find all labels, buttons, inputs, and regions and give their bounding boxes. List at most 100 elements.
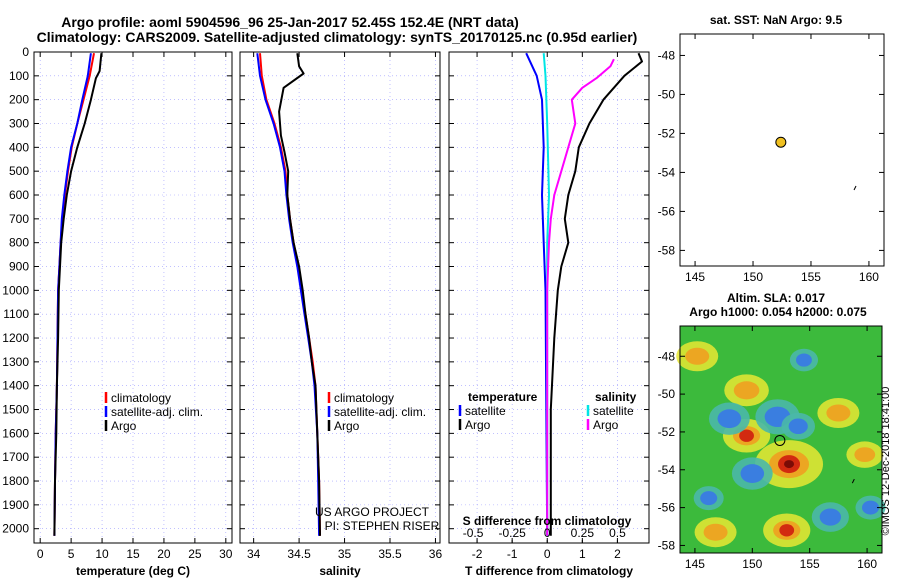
heatmap-warm-peak xyxy=(784,460,795,469)
heatmap-cool-core xyxy=(740,464,765,483)
depth-tick-label: 1800 xyxy=(2,474,29,488)
map-x-tick-label: 145 xyxy=(685,557,705,571)
argo-float-marker xyxy=(774,434,786,446)
argo-float-marker xyxy=(775,136,787,148)
heatmap-warm-band xyxy=(733,381,760,400)
legend-label: climatology xyxy=(111,391,171,405)
title-line-1: Argo profile: aoml 5904596_96 25-Jan-201… xyxy=(61,14,519,30)
x-tick-label: 35 xyxy=(338,547,352,561)
imos-credit: ©IMOS 12-Dec-2018 18:41:00 xyxy=(880,387,892,536)
map-x-tick-label: 160 xyxy=(859,270,879,284)
depth-tick-label: 1000 xyxy=(2,283,29,297)
series-line-satellite-adj-clim- xyxy=(53,53,92,536)
map-y-tick-label: -50 xyxy=(658,87,676,101)
series-line-climatology xyxy=(259,53,321,536)
salinity-panel: 34 34.5 35 35.5 36 salinity climatologysatelli… xyxy=(239,51,443,578)
credit-project: US ARGO PROJECT xyxy=(315,505,430,519)
title-line-2: Climatology: CARS2009. Satellite-adjuste… xyxy=(37,29,638,45)
sst-map-title: sat. SST: NaN Argo: 9.5 xyxy=(710,13,843,27)
secondary-x-tick-label: -0.25 xyxy=(498,526,526,540)
heatmap-warm-core xyxy=(739,429,754,442)
series-line-climatology xyxy=(53,53,95,536)
map-x-tick-label: 150 xyxy=(743,270,763,284)
heatmap-warm-band xyxy=(826,404,851,422)
x-tick-label: 34.5 xyxy=(287,547,311,561)
x-tick-label: 25 xyxy=(188,547,202,561)
map-y-tick-label: -52 xyxy=(658,425,676,439)
heatmap-cool-core xyxy=(796,353,812,367)
x-tick-label: 20 xyxy=(157,547,171,561)
legend-title-temperature: temperature xyxy=(468,390,538,404)
legend-label: Argo xyxy=(593,418,619,432)
depth-tick-label: 800 xyxy=(9,236,29,250)
heatmap-cool-core xyxy=(700,491,718,506)
secondary-x-tick-label: 0 xyxy=(544,526,551,540)
series-line-argo xyxy=(278,53,321,536)
difference-panel: -2 -1 0 1 2 T difference from climatology -0.5… xyxy=(448,51,650,578)
altimetry-map-subtitle: Argo h1000: 0.054 h2000: 0.075 xyxy=(689,305,867,319)
x-tick-label: 34 xyxy=(247,547,261,561)
map-y-tick-label: -54 xyxy=(658,165,676,179)
depth-tick-label: 1900 xyxy=(2,498,29,512)
x-tick-label: 36 xyxy=(429,547,443,561)
depth-tick-label: 200 xyxy=(9,93,29,107)
heatmap-warm-band xyxy=(854,447,876,463)
map-y-tick-label: -48 xyxy=(658,349,676,363)
secondary-axis-label: S difference from climatology xyxy=(463,514,632,528)
depth-tick-label: 1100 xyxy=(3,307,29,321)
map-y-tick-label: -56 xyxy=(658,204,676,218)
map-y-tick-label: -58 xyxy=(658,243,676,257)
depth-tick-label: 1500 xyxy=(2,403,29,417)
x-tick-label: 5 xyxy=(68,547,75,561)
x-tick-label: 15 xyxy=(126,547,140,561)
sst-map-panel: sat. SST: NaN Argo: 9.5 145 150 155 160 -48 -5… xyxy=(658,13,885,284)
x-tick-label: 1 xyxy=(579,547,586,561)
secondary-x-tick-label: -0.5 xyxy=(463,526,484,540)
x-tick-label: 30 xyxy=(219,547,233,561)
series-line-satellite-adj-clim- xyxy=(256,53,321,536)
depth-tick-label: 400 xyxy=(9,140,29,154)
depth-tick-label: 1300 xyxy=(2,355,29,369)
heatmap-cool-core xyxy=(788,418,808,435)
x-axis-label: salinity xyxy=(319,564,361,578)
credit-pi: PI: STEPHEN RISER xyxy=(325,519,440,533)
map-x-tick-label: 160 xyxy=(857,557,877,571)
plot-frame xyxy=(448,51,650,544)
depth-tick-label: 1400 xyxy=(2,379,29,393)
plot-frame xyxy=(239,51,441,544)
depth-tick-label: 2000 xyxy=(2,522,29,536)
secondary-x-tick-label: 0.25 xyxy=(571,526,595,540)
secondary-x-tick-label: 0.5 xyxy=(609,526,626,540)
x-tick-label: -1 xyxy=(507,547,518,561)
depth-tick-label: 1700 xyxy=(2,450,29,464)
legend-label: Argo xyxy=(111,419,137,433)
legend-label: satellite-adj. clim. xyxy=(334,405,426,419)
series-line-temperature-argo xyxy=(549,52,643,536)
heatmap-warm-band xyxy=(703,523,728,541)
map-y-tick-label: -56 xyxy=(658,501,676,515)
depth-tick-label: 500 xyxy=(9,164,29,178)
legend-label: Argo xyxy=(465,418,491,432)
legend-label: Argo xyxy=(334,419,360,433)
x-tick-label: -2 xyxy=(472,547,483,561)
series-line-temperature-satellite xyxy=(525,52,549,536)
map-x-tick-label: 145 xyxy=(685,270,705,284)
map-x-tick-label: 150 xyxy=(742,557,762,571)
map-x-tick-label: 155 xyxy=(801,270,821,284)
x-tick-label: 35.5 xyxy=(378,547,402,561)
depth-tick-label: 1200 xyxy=(2,331,29,345)
altimetry-map-title: Altim. SLA: 0.017 xyxy=(727,291,825,305)
depth-tick-label: 900 xyxy=(9,260,29,274)
legend-label: climatology xyxy=(334,391,394,405)
position-marker xyxy=(851,478,855,484)
depth-tick-label: 1600 xyxy=(2,426,29,440)
depth-tick-label: 300 xyxy=(9,117,29,131)
map-frame xyxy=(679,33,885,267)
depth-tick-label: 700 xyxy=(9,212,29,226)
map-frame xyxy=(679,325,883,554)
map-y-tick-label: -50 xyxy=(658,387,676,401)
series-line-argo xyxy=(53,53,103,536)
series-line-salinity-argo xyxy=(546,58,615,536)
temperature-panel: 0 5 10 15 20 25 30 temperature (deg C) 0 100 200 30… xyxy=(2,45,233,578)
